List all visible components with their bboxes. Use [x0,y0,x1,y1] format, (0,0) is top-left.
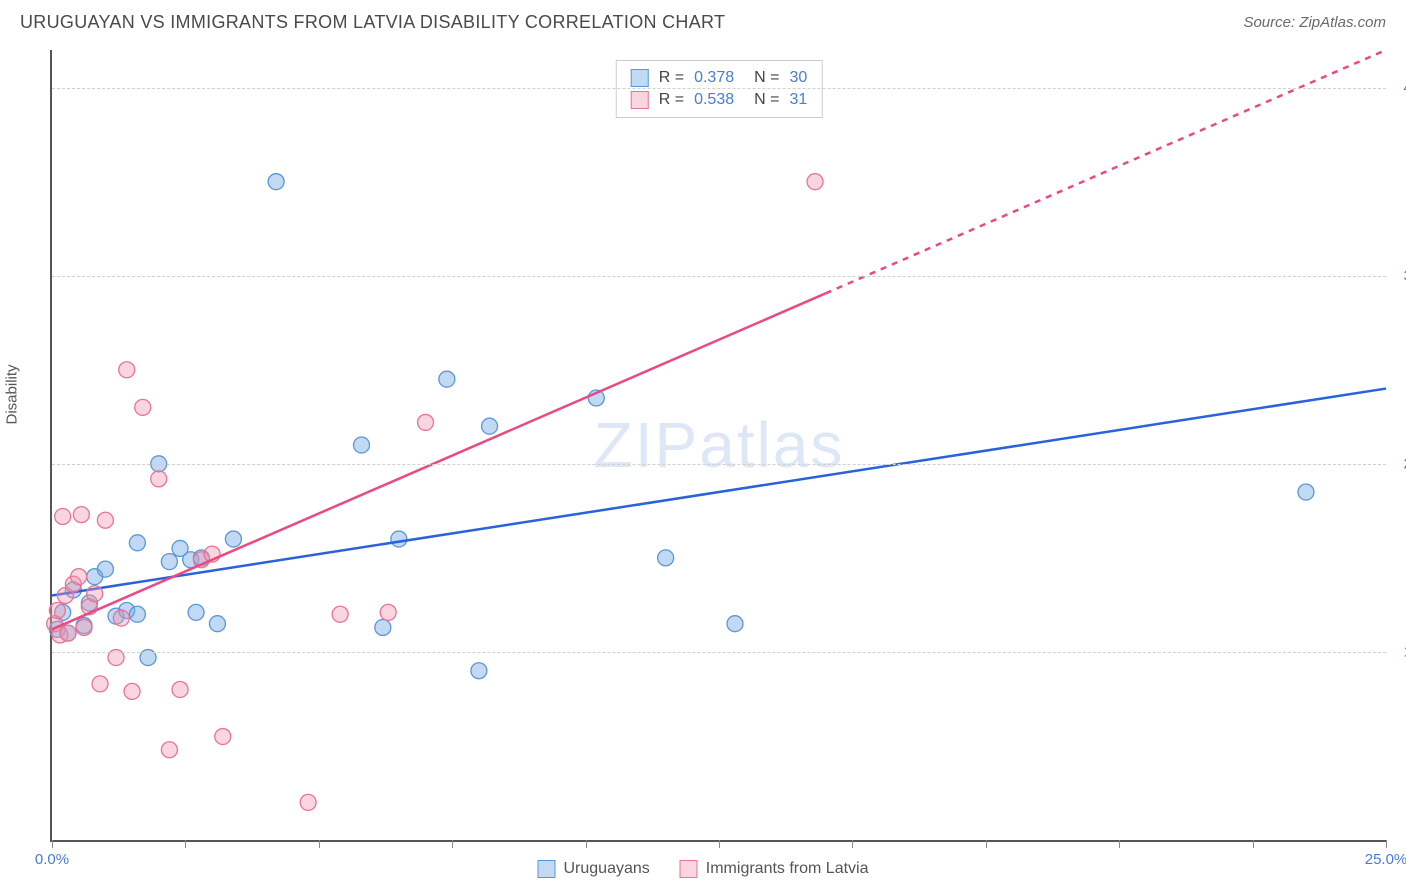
chart-plot-area: ZIPatlas R =0.378N =30R =0.538N =31 10.0… [50,50,1386,842]
data-point [151,471,167,487]
x-tick [319,840,320,848]
legend-r-value: 0.538 [694,91,734,109]
data-point [129,535,145,551]
regression-line-dashed [826,50,1386,293]
data-point [658,550,674,566]
legend-r-label: R = [659,91,684,109]
x-tick [452,840,453,848]
data-point [60,625,76,641]
correlation-legend: R = 0.378 N = 30 R = 0.538 N = 31 [616,60,823,118]
data-point [161,742,177,758]
data-point [209,616,225,632]
legend-row: R = 0.538 N = 31 [631,89,808,111]
data-point [300,794,316,810]
x-tick [1253,840,1254,848]
data-point [215,729,231,745]
data-point [73,507,89,523]
gridline [52,276,1386,277]
data-point [129,606,145,622]
data-point [135,399,151,415]
legend-n-label: N = [754,91,779,109]
x-tick-label: 25.0% [1365,851,1406,868]
data-point [92,676,108,692]
data-point [727,616,743,632]
data-point [55,508,71,524]
x-tick-label: 0.0% [35,851,69,868]
data-point [380,604,396,620]
scatter-svg [52,50,1386,840]
data-point [113,610,129,626]
source-label: Source: ZipAtlas.com [1243,14,1386,31]
data-point [418,414,434,430]
data-point [124,683,140,699]
data-point [1298,484,1314,500]
legend-swatch [680,860,698,878]
data-point [375,619,391,635]
series-legend: Uruguayans Immigrants from Latvia [538,860,869,878]
y-axis-label: Disability [4,364,21,424]
data-point [87,586,103,602]
legend-item: Immigrants from Latvia [680,860,869,878]
x-tick [185,840,186,848]
legend-n-value: 31 [789,91,807,109]
gridline [52,88,1386,89]
data-point [119,362,135,378]
legend-series-name: Uruguayans [564,860,650,878]
legend-series-name: Immigrants from Latvia [706,860,869,878]
legend-row: R = 0.378 N = 30 [631,67,808,89]
x-tick [1386,840,1387,848]
x-tick [52,840,53,848]
data-point [97,512,113,528]
data-point [49,603,65,619]
legend-swatch [631,91,649,109]
chart-title: URUGUAYAN VS IMMIGRANTS FROM LATVIA DISA… [20,12,725,33]
data-point [268,174,284,190]
data-point [71,569,87,585]
x-tick [986,840,987,848]
legend-n-label: N = [754,69,779,87]
data-point [188,604,204,620]
data-point [807,174,823,190]
x-tick [586,840,587,848]
gridline [52,652,1386,653]
data-point [439,371,455,387]
x-tick [1119,840,1120,848]
legend-swatch [538,860,556,878]
data-point [332,606,348,622]
x-tick [719,840,720,848]
data-point [391,531,407,547]
data-point [353,437,369,453]
legend-item: Uruguayans [538,860,650,878]
data-point [471,663,487,679]
legend-r-label: R = [659,69,684,87]
regression-line [52,293,826,629]
legend-r-value: 0.378 [694,69,734,87]
data-point [482,418,498,434]
gridline [52,464,1386,465]
data-point [161,554,177,570]
x-tick [852,840,853,848]
regression-line [52,389,1386,596]
legend-swatch [631,69,649,87]
data-point [225,531,241,547]
data-point [172,682,188,698]
data-point [76,619,92,635]
data-point [97,561,113,577]
legend-n-value: 30 [789,69,807,87]
